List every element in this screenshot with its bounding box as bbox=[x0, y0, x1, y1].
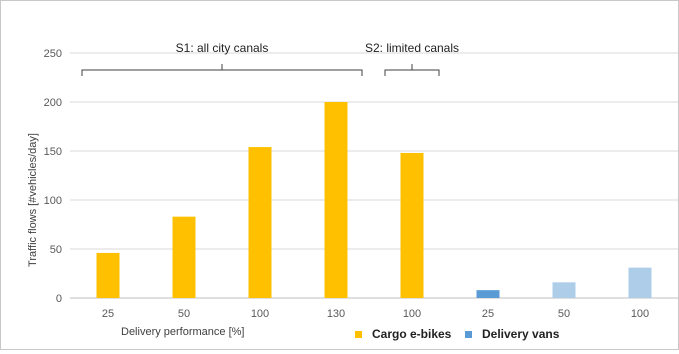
y-axis-label: Traffic flows [#vehicles/day] bbox=[27, 133, 39, 267]
bar bbox=[172, 216, 196, 298]
x-tick-label: 100 bbox=[403, 308, 421, 320]
y-tick-label: 150 bbox=[44, 146, 62, 158]
annotation-label: S2: limited canals bbox=[365, 41, 459, 55]
bar bbox=[324, 102, 348, 298]
bar bbox=[96, 252, 120, 298]
legend-swatch bbox=[465, 331, 472, 338]
bar bbox=[400, 152, 424, 298]
annotation-label: S1: all city canals bbox=[176, 41, 269, 55]
bar bbox=[552, 282, 576, 298]
x-tick-label: 25 bbox=[482, 308, 494, 320]
annotations: S1: all city canals S2: limited canals bbox=[81, 41, 459, 76]
x-tick-label: 50 bbox=[178, 308, 190, 320]
gridlines bbox=[70, 52, 678, 299]
x-tick-labels: 25 50 100 130 100 25 50 100 bbox=[102, 308, 649, 320]
bar bbox=[476, 290, 500, 298]
x-tick-label: 130 bbox=[327, 308, 345, 320]
x-tick-label: 50 bbox=[558, 308, 570, 320]
x-axis-label: Delivery performance [%] bbox=[121, 326, 245, 338]
annotation-brace bbox=[81, 64, 363, 76]
x-tick-label: 25 bbox=[102, 308, 114, 320]
x-tick-label: 100 bbox=[251, 308, 269, 320]
legend: Cargo e-bikes Delivery vans bbox=[355, 327, 560, 341]
bar bbox=[248, 147, 272, 298]
y-tick-label: 100 bbox=[44, 195, 62, 207]
bars bbox=[96, 102, 652, 298]
legend-label: Cargo e-bikes bbox=[372, 327, 452, 341]
legend-label: Delivery vans bbox=[482, 327, 560, 341]
annotation-brace bbox=[384, 64, 440, 76]
y-tick-label: 200 bbox=[44, 97, 62, 109]
y-tick-label: 50 bbox=[50, 244, 62, 256]
bar bbox=[628, 267, 652, 298]
legend-swatch bbox=[355, 331, 362, 338]
x-tick-label: 100 bbox=[631, 308, 649, 320]
y-tick-label: 250 bbox=[44, 48, 62, 60]
y-tick-label: 0 bbox=[56, 293, 62, 305]
y-tick-labels: 0 50 100 150 200 250 bbox=[44, 48, 62, 305]
